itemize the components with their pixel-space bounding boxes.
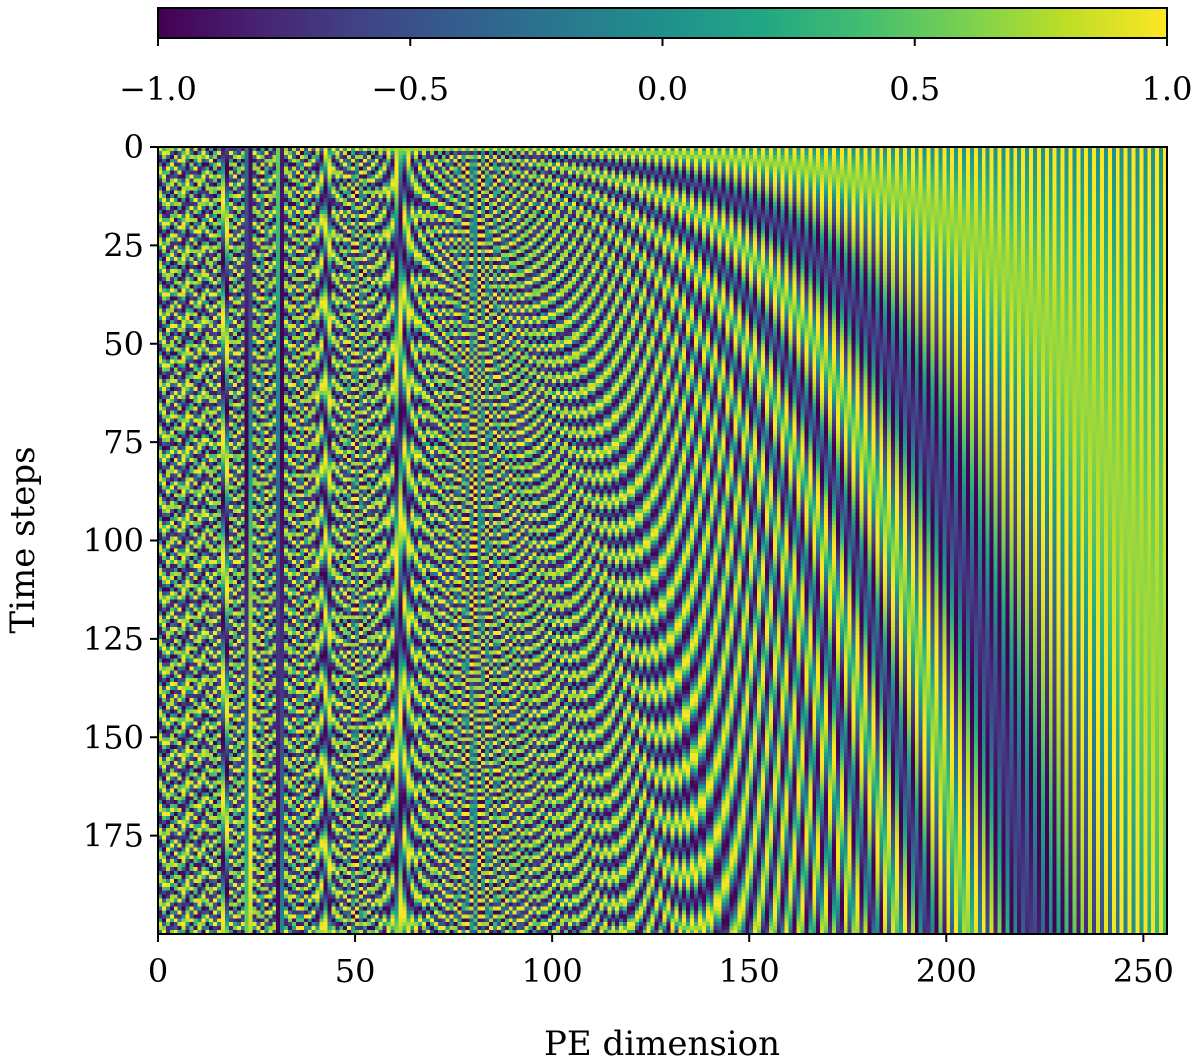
y-axis-ticks: 0 25 50 75 100 125 150 175 bbox=[83, 128, 158, 855]
x-tick-label: 0 bbox=[148, 952, 168, 990]
plot-frame bbox=[157, 146, 1168, 935]
colorbar-frame bbox=[157, 7, 1168, 39]
y-tick-label: 25 bbox=[103, 226, 144, 264]
x-axis-label: PE dimension bbox=[544, 1024, 780, 1063]
x-tick-label: 150 bbox=[719, 952, 780, 990]
y-tick-label: 75 bbox=[103, 423, 144, 461]
x-tick-label: 250 bbox=[1113, 952, 1174, 990]
colorbar-tick-label: 0.0 bbox=[637, 70, 688, 108]
y-tick-label: 150 bbox=[83, 718, 144, 756]
y-tick-label: 175 bbox=[83, 817, 144, 855]
y-tick-label: 50 bbox=[103, 325, 144, 363]
colorbar-gradient bbox=[158, 8, 1167, 38]
colorbar-ticks: −1.0 −0.5 0.0 0.5 1.0 bbox=[119, 38, 1192, 108]
colorbar-tick-label: 0.5 bbox=[889, 70, 940, 108]
x-tick-label: 50 bbox=[335, 952, 376, 990]
x-tick-label: 200 bbox=[916, 952, 977, 990]
colorbar-tick-label: −1.0 bbox=[119, 70, 197, 108]
x-axis-ticks: 0 50 100 150 200 250 bbox=[148, 934, 1174, 990]
y-tick-label: 0 bbox=[124, 128, 144, 166]
colorbar-tick-label: −0.5 bbox=[371, 70, 449, 108]
colorbar-tick-label: 1.0 bbox=[1142, 70, 1193, 108]
y-axis-label: Time steps bbox=[3, 446, 43, 633]
heatmap-image bbox=[158, 147, 1167, 934]
x-tick-label: 100 bbox=[522, 952, 583, 990]
y-tick-label: 125 bbox=[83, 620, 144, 658]
y-tick-label: 100 bbox=[83, 522, 144, 560]
